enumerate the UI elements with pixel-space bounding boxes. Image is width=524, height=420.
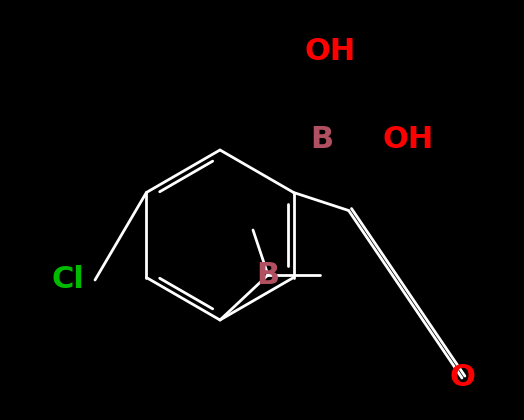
Text: B: B [256,260,280,289]
Text: B: B [310,126,334,155]
Text: Cl: Cl [51,265,84,294]
Text: OH: OH [305,37,356,66]
Text: O: O [449,363,475,393]
Text: OH: OH [382,126,433,155]
